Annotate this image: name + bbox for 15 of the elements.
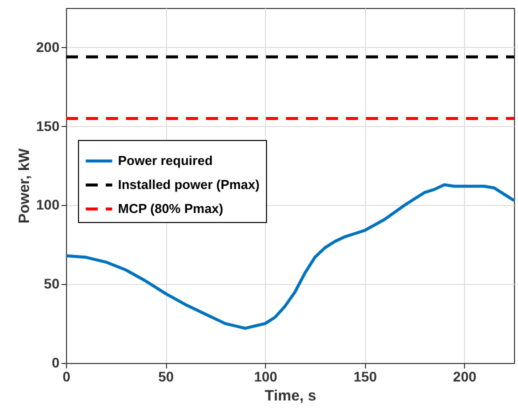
y-tick-label: 200 bbox=[36, 38, 60, 55]
y-tick-label: 0 bbox=[52, 354, 60, 370]
legend-label: MCP (80% Pmax) bbox=[118, 201, 224, 216]
x-tick-label: 200 bbox=[453, 368, 477, 384]
x-tick-label: 50 bbox=[158, 368, 174, 384]
y-tick-label: 100 bbox=[36, 196, 60, 213]
y-axis-title: Power, kW bbox=[16, 148, 34, 224]
x-tick-label: 0 bbox=[62, 368, 71, 384]
y-tick-label: 150 bbox=[36, 118, 60, 134]
y-tick-label: 50 bbox=[44, 276, 60, 292]
legend-label: Power required bbox=[118, 153, 213, 168]
x-tick-label: 150 bbox=[353, 368, 378, 384]
x-axis-title: Time, s bbox=[264, 388, 316, 404]
legend-label: Installed power (Pmax) bbox=[118, 177, 260, 192]
x-tick-label: 100 bbox=[254, 368, 278, 384]
